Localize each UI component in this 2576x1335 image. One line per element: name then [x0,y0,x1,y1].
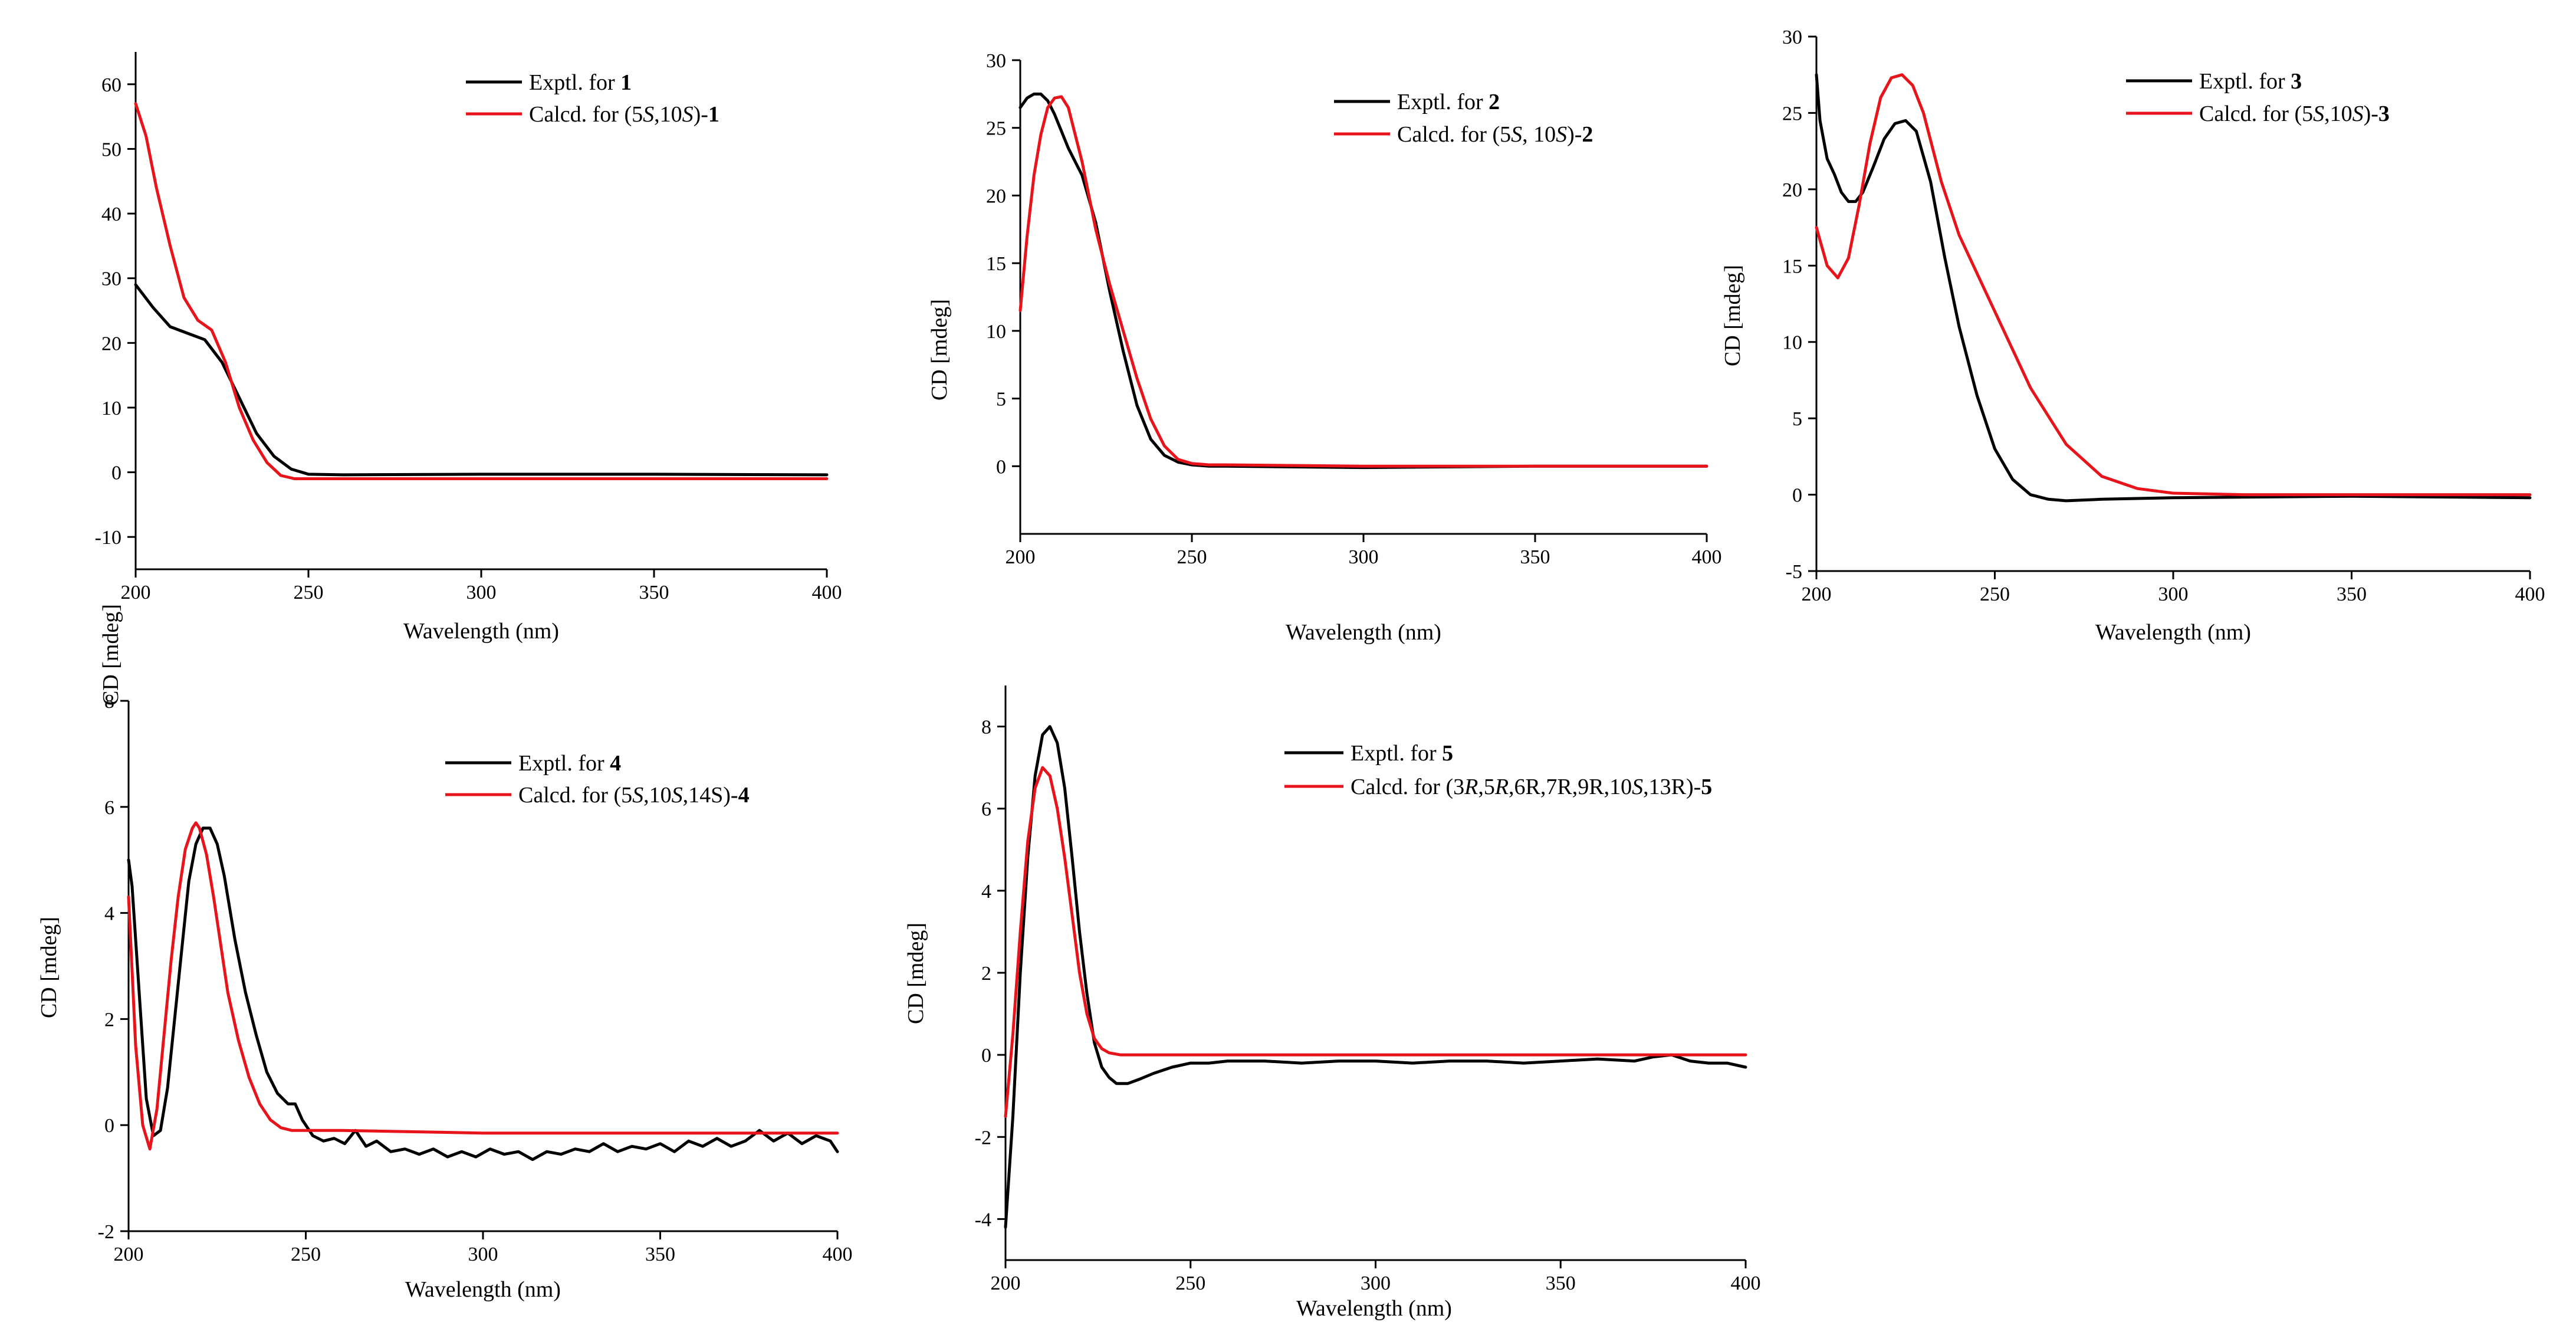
x-tick-label: 250 [291,1244,321,1265]
y-tick-label: 4 [981,881,991,903]
y-tick-label: -10 [95,527,121,549]
series-experimental-line [1815,73,2532,503]
y-tick-label: 5 [1792,408,1802,430]
y-tick-label: 30 [1782,27,1802,48]
series-experimental-line [1018,92,1708,470]
y-tick-label: 2 [981,963,991,985]
x-axis-title: Wavelength (nm) [1296,1296,1452,1321]
x-tick-label: 350 [2337,583,2367,605]
panel-compound-3: 200 250 300 350 400 -5 0 5 10 15 20 25 30 Wavelength … [1720,27,2545,645]
y-axis-title: CD [mdeg] [903,923,928,1024]
y-tick-label: 15 [1782,255,1802,277]
y-tick-label: 6 [104,797,114,819]
panel-compound-1: 200 250 300 350 400 -10 0 10 20 30 40 50 60 Wavelengt… [95,52,842,706]
legend-label: Exptl. for 4 [518,751,621,776]
series-calculated-line [1018,95,1708,468]
y-tick-label: 25 [986,118,1006,140]
y-tick-label: 30 [101,268,121,290]
y-tick-label: 50 [101,139,121,160]
legend-label: Exptl. for 2 [1397,90,1500,114]
legend-label: Calcd. for (5S,10S,14S)-4 [518,783,750,808]
y-tick-label: 60 [101,74,121,96]
y-tick-label: 5 [996,389,1006,411]
x-tick-label: 400 [1692,546,1722,568]
x-axis-title: Wavelength (nm) [403,619,559,644]
legend-label: Calcd. for (5S,10S)-3 [2199,101,2390,126]
x-tick-label: 350 [1546,1272,1576,1294]
y-axis-title: CD [mdeg] [927,299,952,401]
legend-label: Calcd. for (5S,10S)-1 [529,102,719,127]
x-tick-label: 350 [639,582,669,603]
panel-compound-2: 200 250 300 350 400 0 5 10 15 20 25 30 Wavelength (n… [927,50,1722,645]
y-tick-label: -2 [975,1127,991,1149]
x-tick-label: 350 [645,1244,675,1265]
series-experimental-line [134,283,829,477]
y-tick-label: 8 [104,691,114,713]
x-tick-label: 200 [1802,583,1832,605]
y-tick-label: 15 [986,253,1006,275]
x-tick-label: 300 [466,582,497,603]
series-calculated-line [127,821,839,1151]
y-tick-label: 0 [981,1045,991,1067]
legend-label: Exptl. for 1 [529,70,632,95]
x-axis-title: Wavelength (nm) [2095,620,2251,645]
legend-label: Exptl. for 5 [1351,741,1453,766]
y-tick-label: -5 [1786,561,1802,583]
y-axis-title: CD [mdeg] [37,917,61,1018]
legend-label: Exptl. for 3 [2199,69,2302,94]
x-tick-label: 300 [2158,583,2189,605]
x-tick-label: 300 [468,1244,498,1265]
y-tick-label: 0 [996,456,1006,478]
y-tick-label: 2 [104,1009,114,1031]
x-tick-label: 400 [2515,583,2545,605]
y-tick-label: 20 [1782,179,1802,201]
y-tick-label: 25 [1782,103,1802,124]
x-tick-label: 400 [812,582,842,603]
x-tick-label: 200 [121,582,151,603]
y-tick-label: 0 [111,463,121,484]
x-tick-label: 250 [294,582,324,603]
series-calculated-line [1004,766,1747,1118]
y-tick-label: 4 [104,903,114,925]
x-tick-label: 200 [114,1244,144,1265]
y-tick-label: 8 [981,717,991,739]
series-calculated-line [1815,73,2532,497]
series-experimental-line [127,826,839,1162]
x-tick-label: 350 [1520,546,1550,568]
y-tick-label: 20 [986,185,1006,207]
x-tick-label: 200 [1006,546,1036,568]
x-tick-label: 200 [991,1272,1021,1294]
y-tick-label: 20 [101,333,121,355]
y-tick-label: 10 [1782,332,1802,354]
panel-compound-4: 200 250 300 350 400 -2 0 2 4 6 8 Wavelength (nm) CD … [37,691,853,1302]
y-tick-label: 0 [104,1115,114,1137]
x-tick-label: 400 [823,1244,853,1265]
y-tick-label: -4 [975,1209,991,1231]
y-axis-title: CD [mdeg] [98,604,123,706]
x-tick-label: 250 [1177,546,1207,568]
series-experimental-line [1004,725,1747,1229]
x-tick-label: 300 [1349,546,1379,568]
x-tick-label: 250 [1980,583,2010,605]
y-tick-label: 10 [101,398,121,419]
x-axis-title: Wavelength (nm) [405,1277,561,1302]
y-tick-label: 0 [1792,485,1802,507]
y-tick-label: 30 [986,50,1006,72]
legend-label: Calcd. for (5S, 10S)-2 [1397,122,1593,147]
x-axis-title: Wavelength (nm) [1286,620,1441,645]
legend-label: Calcd. for (3R,5R,6R,7R,9R,10S,13R)-5 [1351,775,1712,799]
y-tick-label: 40 [101,204,121,225]
series-calculated-line [134,102,829,480]
x-tick-label: 250 [1175,1272,1205,1294]
x-tick-label: 300 [1361,1272,1391,1294]
y-axis-title: CD [mdeg] [1720,265,1745,366]
x-tick-label: 400 [1731,1272,1761,1294]
y-tick-label: -2 [98,1221,114,1243]
panel-compound-5: 200 250 300 350 400 -4 -2 0 2 4 6 8 Wavelength (nm) C… [903,685,1761,1321]
y-tick-label: 10 [986,321,1006,343]
y-tick-label: 6 [981,799,991,821]
